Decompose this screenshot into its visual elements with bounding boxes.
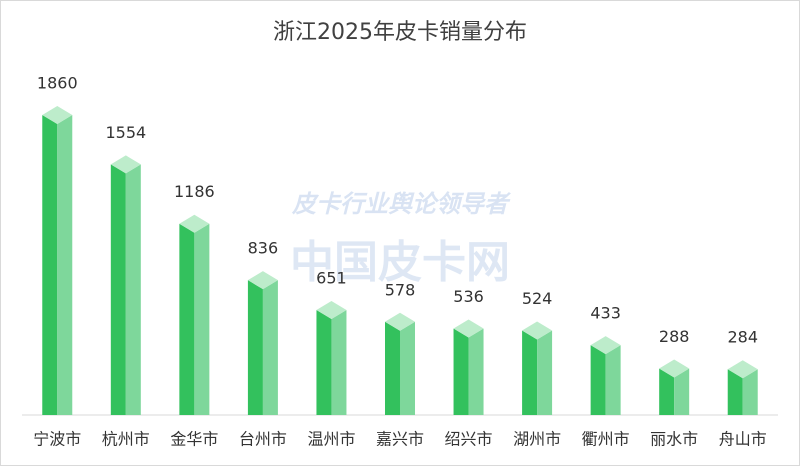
bar-right-face <box>400 321 415 415</box>
value-label: 578 <box>385 280 416 299</box>
bar-right-face <box>537 330 553 415</box>
value-label: 1186 <box>174 182 215 201</box>
x-tick-label: 绍兴市 <box>445 430 493 449</box>
x-tick-label: 金华市 <box>170 430 218 449</box>
bar-left-face <box>385 321 400 415</box>
bar-left-face <box>42 115 58 415</box>
bar-left-face <box>659 368 675 415</box>
bar-right-face <box>331 310 347 415</box>
bar-right-face <box>262 280 278 415</box>
bar-top <box>727 360 758 379</box>
value-label: 433 <box>590 304 621 323</box>
x-tick-label: 台州市 <box>239 430 287 449</box>
bar-right-face <box>468 328 484 415</box>
bar-right-face <box>605 345 621 415</box>
bar-right-face <box>742 369 758 415</box>
x-tick-label: 宁波市 <box>33 430 81 449</box>
bar-left-face <box>727 369 743 415</box>
value-label: 1554 <box>105 123 146 142</box>
bar-right-face <box>674 368 690 415</box>
x-tick-label: 嘉兴市 <box>376 430 424 449</box>
bar-top <box>42 106 73 124</box>
value-label: 836 <box>248 239 279 258</box>
x-tick-label: 衢州市 <box>582 430 630 449</box>
x-tick-label: 丽水市 <box>650 430 698 449</box>
value-label: 524 <box>522 289 553 308</box>
x-tick-label: 湖州市 <box>513 430 561 449</box>
bar-top <box>522 321 553 340</box>
x-tick-label: 杭州市 <box>102 430 150 449</box>
bar-left-face <box>179 223 195 415</box>
bar-top <box>179 214 210 233</box>
bar-top <box>316 301 347 319</box>
x-tick-label: 温州市 <box>307 430 355 449</box>
bar-top <box>110 155 141 174</box>
x-tick-label: 舟山市 <box>719 430 767 449</box>
bar-left-face <box>247 280 263 415</box>
bar-left-face <box>522 330 538 415</box>
value-label: 288 <box>659 327 690 346</box>
watermark: 皮卡行业舆论领导者 <box>291 190 511 218</box>
watermark: 中国皮卡网 <box>290 237 510 288</box>
value-label: 1860 <box>37 74 78 93</box>
bar-top <box>247 271 278 290</box>
bar-right-face <box>194 223 210 415</box>
bar-top <box>385 312 415 331</box>
chart-title: 浙江2025年皮卡销量分布 <box>273 20 527 45</box>
bar-right-face <box>57 115 73 415</box>
bar-left-face <box>453 328 469 415</box>
value-label: 284 <box>727 328 758 347</box>
bar-top <box>453 319 484 338</box>
bar-left-face <box>316 310 332 415</box>
bar-top <box>659 359 690 378</box>
bar-top <box>590 336 621 355</box>
bar-left-face <box>590 345 606 415</box>
value-label: 536 <box>453 287 484 306</box>
value-label: 651 <box>316 269 347 288</box>
bar-right-face <box>125 164 141 415</box>
bar-left-face <box>110 164 126 415</box>
